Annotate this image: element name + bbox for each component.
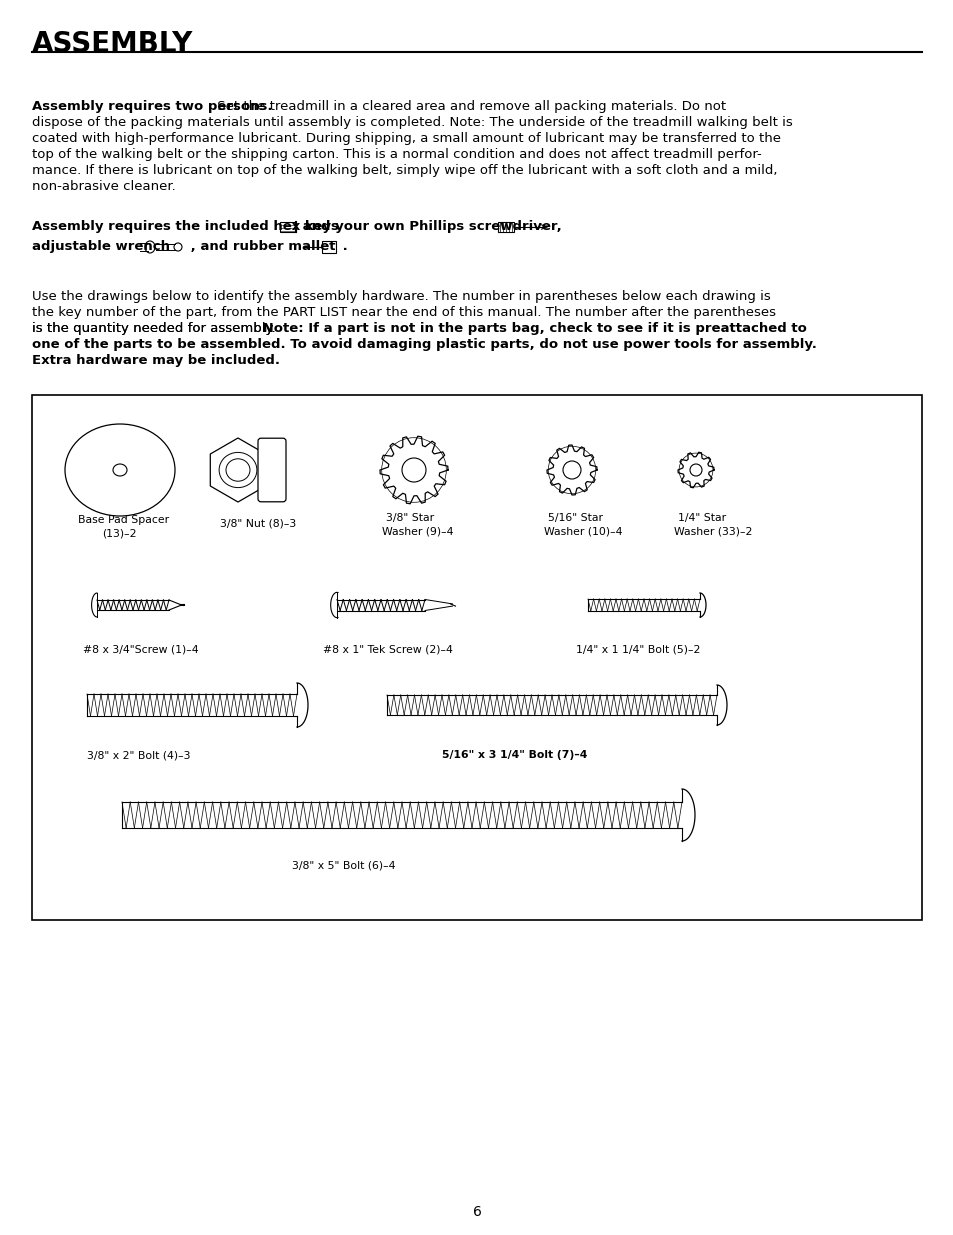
Text: top of the walking belt or the shipping carton. This is a normal condition and d: top of the walking belt or the shipping … [32,148,760,161]
Text: 6: 6 [472,1205,481,1219]
Text: ASSEMBLY: ASSEMBLY [32,30,193,58]
Text: is the quantity needed for assembly.: is the quantity needed for assembly. [32,322,275,335]
Text: ,: , [552,220,561,233]
Text: 1/4" Star: 1/4" Star [678,513,725,522]
Text: Extra hardware may be included.: Extra hardware may be included. [32,354,280,367]
Text: #8 x 1" Tek Screw (2)–4: #8 x 1" Tek Screw (2)–4 [323,645,453,655]
Text: and your own Phillips screwdriver: and your own Phillips screwdriver [297,220,557,233]
FancyBboxPatch shape [257,438,286,501]
Text: Note: If a part is not in the parts bag, check to see if it is preattached to: Note: If a part is not in the parts bag,… [257,322,806,335]
Text: Set the treadmill in a cleared area and remove all packing materials. Do not: Set the treadmill in a cleared area and … [213,100,725,112]
Text: 5/16" x 3 1/4" Bolt (7)–4: 5/16" x 3 1/4" Bolt (7)–4 [441,750,587,760]
Text: Washer (9)–4: Washer (9)–4 [381,526,453,536]
Text: Use the drawings below to identify the assembly hardware. The number in parenthe: Use the drawings below to identify the a… [32,290,770,303]
Text: 3/8" Star: 3/8" Star [386,513,434,522]
Text: coated with high-performance lubricant. During shipping, a small amount of lubri: coated with high-performance lubricant. … [32,132,781,144]
Text: .: . [337,240,348,253]
Text: Washer (10)–4: Washer (10)–4 [543,526,622,536]
Text: (13)–2: (13)–2 [102,529,136,538]
FancyBboxPatch shape [280,222,295,232]
Text: adjustable wrench: adjustable wrench [32,240,170,253]
FancyBboxPatch shape [497,222,514,232]
Text: is the quantity needed for assembly.: is the quantity needed for assembly. [32,322,275,335]
Text: dispose of the packing materials until assembly is completed. Note: The undersid: dispose of the packing materials until a… [32,116,792,128]
Text: 3/8" x 2" Bolt (4)–3: 3/8" x 2" Bolt (4)–3 [87,750,191,760]
Text: 3/8" Nut (8)–3: 3/8" Nut (8)–3 [220,517,296,529]
Text: Assembly requires two persons.: Assembly requires two persons. [32,100,273,112]
Text: Assembly requires the included hex keys: Assembly requires the included hex keys [32,220,338,233]
Text: Washer (33)–2: Washer (33)–2 [673,526,752,536]
FancyBboxPatch shape [322,241,335,253]
Text: mance. If there is lubricant on top of the walking belt, simply wipe off the lub: mance. If there is lubricant on top of t… [32,164,777,177]
Text: one of the parts to be assembled. To avoid damaging plastic parts, do not use po: one of the parts to be assembled. To avo… [32,338,816,351]
Text: Base Pad Spacer: Base Pad Spacer [78,515,169,525]
Text: 5/16" Star: 5/16" Star [547,513,602,522]
Text: non-abrasive cleaner.: non-abrasive cleaner. [32,180,175,193]
Text: 1/4" x 1 1/4" Bolt (5)–2: 1/4" x 1 1/4" Bolt (5)–2 [576,645,700,655]
Text: 3/8" x 5" Bolt (6)–4: 3/8" x 5" Bolt (6)–4 [292,860,395,869]
Text: #8 x 3/4"Screw (1)–4: #8 x 3/4"Screw (1)–4 [83,645,198,655]
Text: , and rubber mallet: , and rubber mallet [186,240,335,253]
Bar [32,395,921,920]
Text: the key number of the part, from the PART LIST near the end of this manual. The : the key number of the part, from the PAR… [32,306,775,319]
